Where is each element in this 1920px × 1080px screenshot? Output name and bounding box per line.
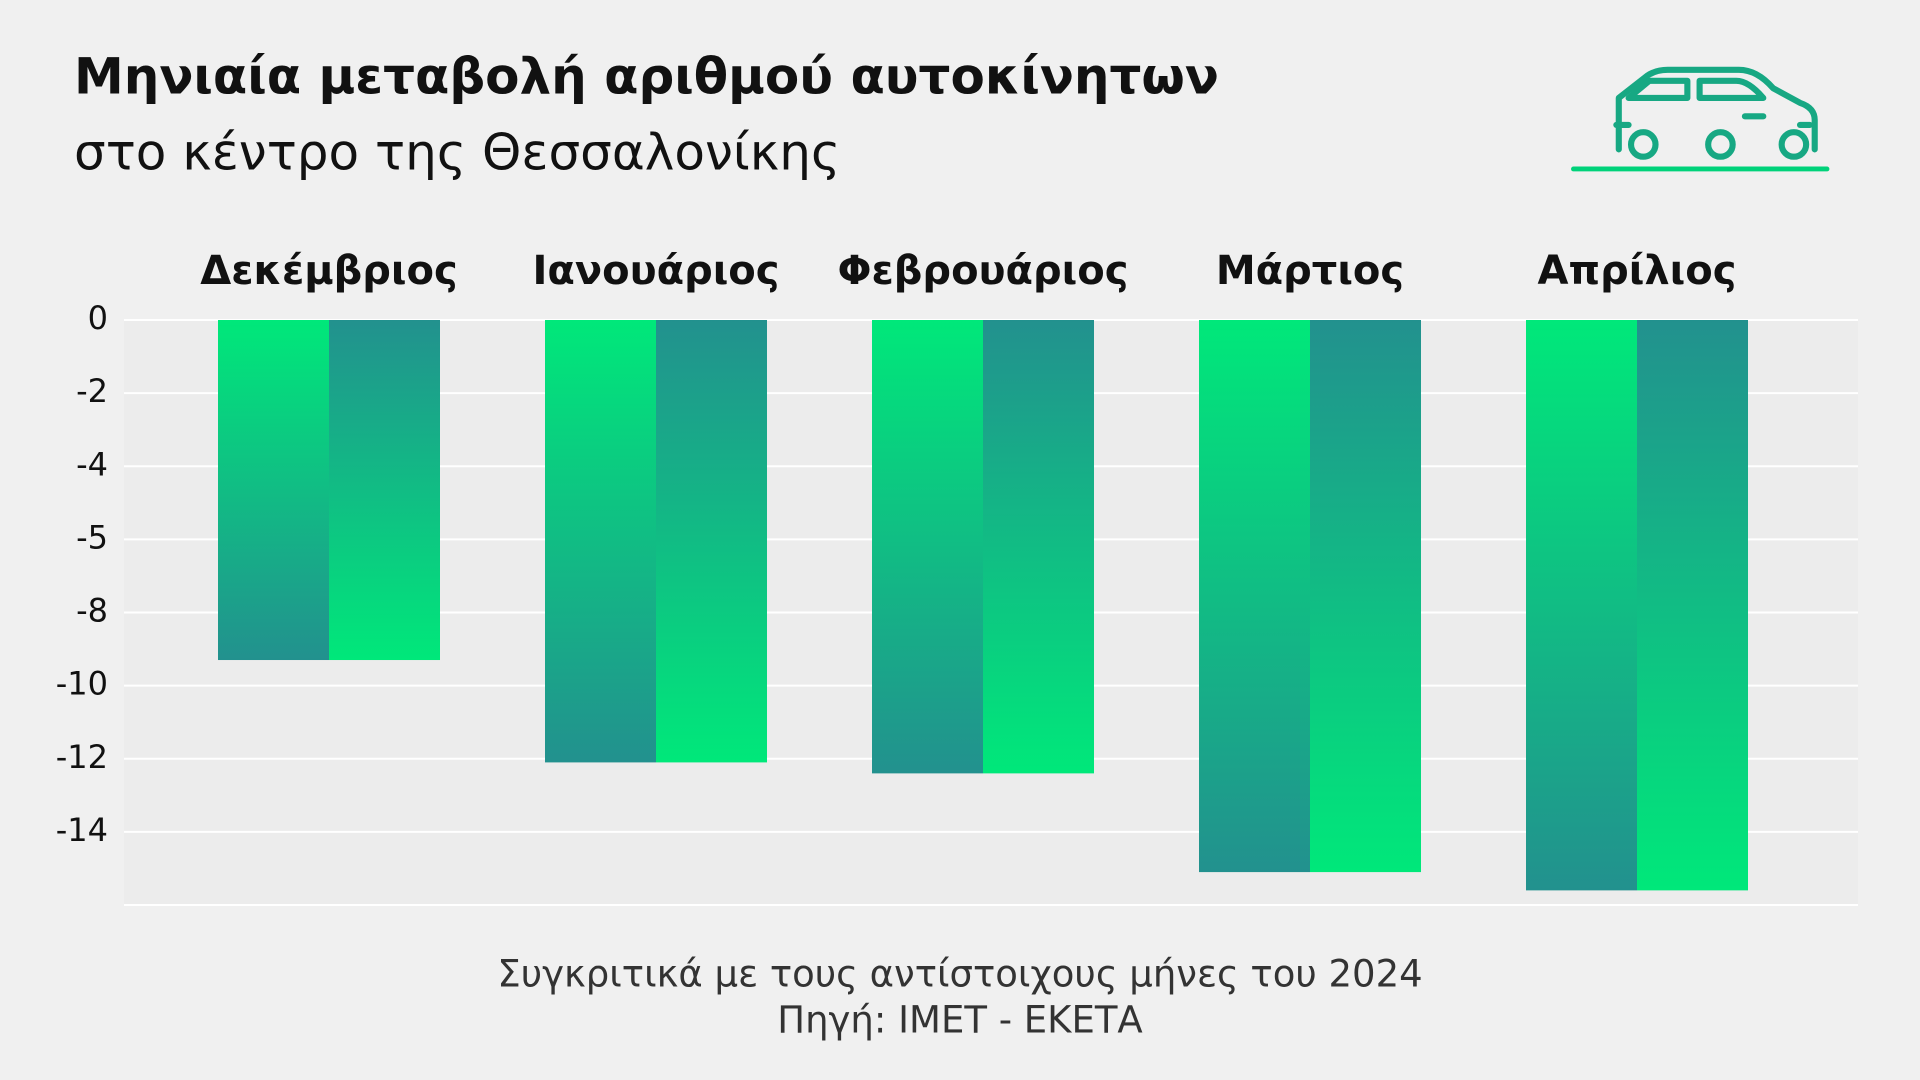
y-tick-label: -8 xyxy=(76,592,108,630)
bar xyxy=(1199,320,1310,873)
y-tick-label: -10 xyxy=(56,665,108,703)
footnote: Συγκριτικά με τους αντίστοιχους μήνες το… xyxy=(497,953,1422,996)
y-tick-label: -4 xyxy=(76,445,108,483)
source-note: Πηγή: ΙΜΕΤ - ΕΚΕΤΑ xyxy=(777,999,1142,1042)
y-tick-label: -14 xyxy=(56,811,108,849)
bar xyxy=(872,320,983,774)
bar xyxy=(656,320,767,763)
y-tick-label: -2 xyxy=(76,372,108,410)
y-tick-label: -12 xyxy=(56,738,108,776)
car-icon xyxy=(1571,66,1830,172)
category-label: Δεκέμβριος xyxy=(200,248,457,294)
bar xyxy=(218,320,329,661)
bar xyxy=(983,320,1094,774)
bar xyxy=(1637,320,1748,891)
chart-subtitle: στο κέντρο της Θεσσαλονίκης xyxy=(74,124,840,182)
y-tick-label: -5 xyxy=(76,518,108,556)
bar xyxy=(1526,320,1637,891)
y-tick-label: 0 xyxy=(88,299,108,337)
category-label: Φεβρουάριος xyxy=(838,248,1129,294)
category-label: Μάρτιος xyxy=(1216,248,1404,294)
bar xyxy=(545,320,656,763)
chart-title: Μηνιαία μεταβολή αριθμού αυτοκίνητων xyxy=(74,48,1219,106)
category-label: Ιανουάριος xyxy=(533,248,780,294)
bar xyxy=(329,320,440,661)
bar xyxy=(1310,320,1421,873)
category-label: Απρίλιος xyxy=(1538,248,1737,294)
